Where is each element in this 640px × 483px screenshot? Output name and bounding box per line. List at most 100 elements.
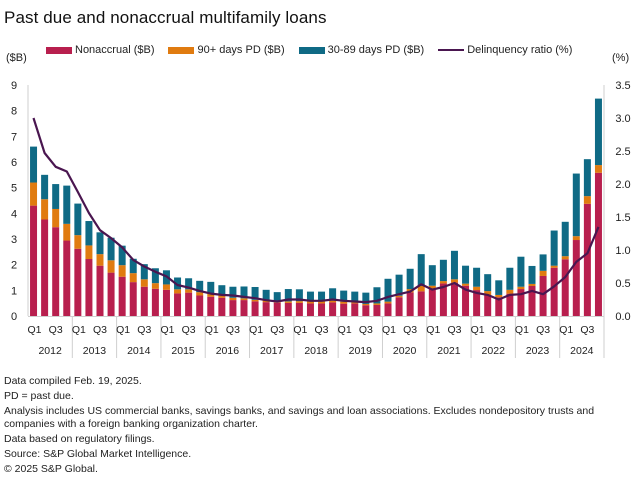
- x-tick-label-q1: Q1: [382, 324, 396, 336]
- bar-pd3089: [63, 185, 71, 224]
- bar-nonaccrual: [41, 219, 49, 316]
- bar-pd90: [41, 199, 49, 220]
- bar-nonaccrual: [406, 292, 414, 316]
- bar-nonaccrual: [74, 248, 82, 316]
- bar-pd3089: [439, 259, 447, 282]
- y-tick-label: 4: [11, 208, 17, 220]
- footer-notes: Data compiled Feb. 19, 2025. PD = past d…: [4, 375, 634, 478]
- bar-pd90: [572, 236, 580, 241]
- bar-pd3089: [218, 285, 226, 296]
- bar-pd90: [74, 235, 82, 249]
- bar-pd90: [561, 256, 569, 260]
- bar-pd3089: [406, 268, 414, 290]
- y2-tick-label: 0.0: [615, 311, 630, 323]
- bar-pd3089: [417, 254, 425, 286]
- bar-nonaccrual: [85, 259, 93, 316]
- bar-nonaccrual: [495, 297, 503, 316]
- bar-nonaccrual: [151, 288, 159, 316]
- bar-nonaccrual: [207, 296, 215, 316]
- bar-pd90: [229, 297, 237, 301]
- chart-title: Past due and nonaccrual multifamily loan…: [4, 8, 327, 27]
- bar-pd3089: [340, 290, 348, 302]
- x-year-label: 2020: [393, 345, 417, 357]
- bar-pd3089: [140, 264, 148, 280]
- bar-pd90: [251, 299, 259, 302]
- x-year-label: 2013: [83, 345, 107, 357]
- bar-nonaccrual: [306, 303, 314, 316]
- bar-pd3089: [583, 159, 591, 197]
- bar-pd90: [85, 245, 93, 260]
- x-year-label: 2019: [349, 345, 373, 357]
- x-year-label: 2024: [570, 345, 594, 357]
- x-year-label: 2012: [38, 345, 62, 357]
- legend-item-30-89-days: 30-89 days PD ($B): [298, 44, 425, 56]
- bar-pd3089: [273, 292, 281, 301]
- bar-pd3089: [52, 184, 60, 209]
- y2-tick-label: 2.5: [615, 146, 630, 158]
- y2-tick-label: 3.5: [615, 80, 630, 92]
- bar-nonaccrual: [63, 240, 71, 316]
- y-tick-label: 9: [11, 80, 17, 92]
- bar-pd90: [162, 284, 170, 290]
- bar-pd3089: [484, 274, 492, 292]
- x-year-label: 2017: [260, 345, 284, 357]
- bar-nonaccrual: [462, 285, 470, 316]
- bar-nonaccrual: [262, 302, 270, 316]
- bar-pd90: [439, 281, 447, 284]
- bar-pd3089: [462, 265, 470, 284]
- x-tick-label-q3: Q3: [580, 324, 594, 336]
- bar-pd90: [107, 260, 115, 273]
- bar-pd3089: [594, 98, 602, 166]
- x-tick-label-q1: Q1: [28, 324, 42, 336]
- chart-plot: 0 1 2 3 4 5 6 7 8 9 0.0 0.5 1.0 1.5 2.0 2.5 3.0 3.5 Q1 Q3 20…: [11, 80, 631, 358]
- x-tick-label-q1: Q1: [160, 324, 174, 336]
- bar-pd3089: [295, 289, 303, 302]
- bar-pd90: [362, 303, 370, 306]
- x-tick-label-q1: Q1: [249, 324, 263, 336]
- bar-pd90: [384, 301, 392, 304]
- bar-nonaccrual: [129, 282, 137, 316]
- bar-nonaccrual: [561, 259, 569, 316]
- bar-pd90: [450, 279, 458, 283]
- delinquency-ratio-line: [32, 117, 600, 304]
- bar-pd90: [284, 301, 292, 303]
- bar-pd3089: [107, 237, 115, 261]
- bar-pd90: [140, 279, 148, 287]
- bar-pd3089: [528, 265, 536, 284]
- right-axis-unit: (%): [612, 52, 630, 64]
- bar-pd90: [96, 254, 104, 266]
- bar-pd3089: [174, 277, 182, 290]
- bar-pd90: [52, 208, 60, 228]
- bar-nonaccrual: [351, 303, 359, 316]
- bar-nonaccrual: [594, 172, 602, 316]
- legend-swatch-nonaccrual: [46, 46, 72, 54]
- legend-label-30-89-days: 30-89 days PD ($B): [327, 44, 425, 56]
- bar-pd90: [495, 294, 503, 298]
- bar-pd3089: [306, 291, 314, 302]
- bar-pd3089: [41, 174, 49, 200]
- footer-compiled: Data compiled Feb. 19, 2025.: [4, 375, 142, 387]
- x-tick-label-q3: Q3: [137, 324, 151, 336]
- y2-tick-label: 1.0: [615, 245, 630, 257]
- bar-pd90: [539, 270, 547, 276]
- y-tick-label: 3: [11, 234, 17, 246]
- bar-nonaccrual: [107, 272, 115, 316]
- bar-pd90: [506, 289, 514, 294]
- x-year-label: 2018: [304, 345, 328, 357]
- bar-nonaccrual: [417, 291, 425, 316]
- legend-swatch-90-days: [168, 46, 195, 54]
- x-tick-label-q1: Q1: [293, 324, 307, 336]
- left-axis-unit: ($B): [6, 52, 27, 64]
- x-year-label: 2021: [437, 345, 461, 357]
- y2-tick-label: 0.5: [615, 278, 630, 290]
- bar-pd3089: [129, 258, 137, 274]
- x-tick-label-q3: Q3: [403, 324, 417, 336]
- bar-nonaccrual: [473, 290, 481, 316]
- x-year-label: 2022: [482, 345, 506, 357]
- bar-pd90: [218, 295, 226, 298]
- y-tick-label: 6: [11, 157, 17, 169]
- bar-pd3089: [572, 173, 580, 237]
- x-tick-label-q3: Q3: [270, 324, 284, 336]
- bar-nonaccrual: [162, 289, 170, 316]
- x-year-label: 2016: [216, 345, 240, 357]
